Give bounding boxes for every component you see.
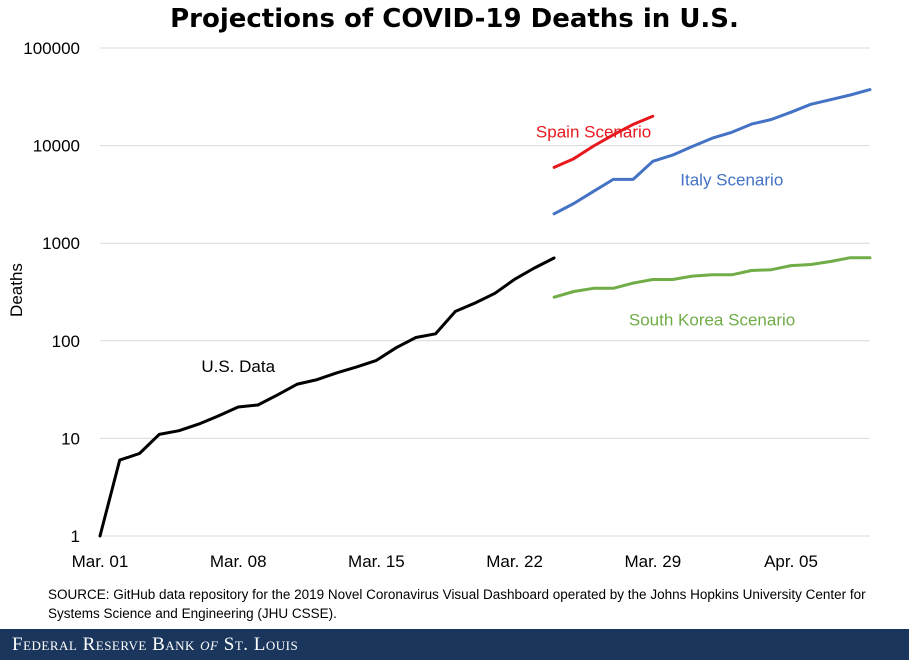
series-label-italy-scenario: Italy Scenario (680, 170, 783, 189)
series-line-italy-scenario (552, 88, 872, 216)
y-tick-label: 10 (61, 429, 80, 448)
x-tick-label: Mar. 15 (348, 552, 405, 571)
x-tick-label: Apr. 05 (764, 552, 818, 571)
series-line-south-korea-scenario (552, 256, 872, 299)
series-line-spain-scenario (552, 114, 655, 169)
x-tick-label: Mar. 29 (624, 552, 681, 571)
y-tick-label: 1 (71, 527, 80, 546)
x-tick-label: Mar. 22 (486, 552, 543, 571)
footer-bar: Federal Reserve Bank of St. Louis (0, 629, 909, 660)
series-label-u-s-data: U.S. Data (201, 357, 275, 376)
footer-logo-text: Federal Reserve Bank of St. Louis (12, 634, 298, 656)
x-tick-label: Mar. 08 (210, 552, 267, 571)
footer-text-main: Federal Reserve Bank (12, 634, 201, 655)
x-tick-label: Mar. 01 (72, 552, 129, 571)
grid-lines (100, 47, 870, 537)
y-tick-labels: 1 10 100 1000 10000 100000 (23, 39, 80, 546)
chart-title: Projections of COVID-19 Deaths in U.S. (170, 4, 739, 34)
y-tick-label: 100 (52, 332, 80, 351)
footer-text-end: St. Louis (218, 634, 299, 655)
footer-text-of: of (200, 634, 219, 655)
series-label-spain-scenario: Spain Scenario (536, 122, 651, 141)
series-lines (98, 88, 872, 538)
y-axis-label: Deaths (7, 263, 26, 317)
y-tick-label: 10000 (33, 137, 80, 156)
series-line-u-s-data (98, 256, 556, 538)
series-labels: U.S. Data Spain Scenario Italy Scenario Sou… (201, 122, 795, 376)
y-tick-label: 1000 (42, 234, 80, 253)
y-tick-label: 100000 (23, 39, 80, 58)
x-tick-labels: Mar. 01 Mar. 08 Mar. 15 Mar. 22 Mar. 29 Apr. … (72, 552, 818, 571)
series-label-south-korea-scenario: South Korea Scenario (629, 311, 795, 330)
source-note: SOURCE: GitHub data repository for the 2… (48, 587, 866, 621)
